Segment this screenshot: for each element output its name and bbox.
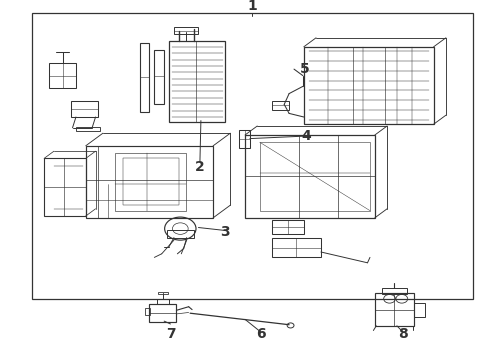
Bar bbox=[32, 13, 473, 299]
Text: 2: 2 bbox=[195, 161, 205, 174]
Text: 6: 6 bbox=[256, 327, 266, 341]
Text: 1: 1 bbox=[247, 0, 257, 13]
Text: 5: 5 bbox=[300, 62, 310, 76]
Text: 8: 8 bbox=[398, 327, 408, 341]
Bar bbox=[169, 41, 225, 122]
Text: 7: 7 bbox=[166, 327, 175, 341]
Text: 4: 4 bbox=[301, 129, 311, 143]
Text: 3: 3 bbox=[220, 225, 230, 239]
